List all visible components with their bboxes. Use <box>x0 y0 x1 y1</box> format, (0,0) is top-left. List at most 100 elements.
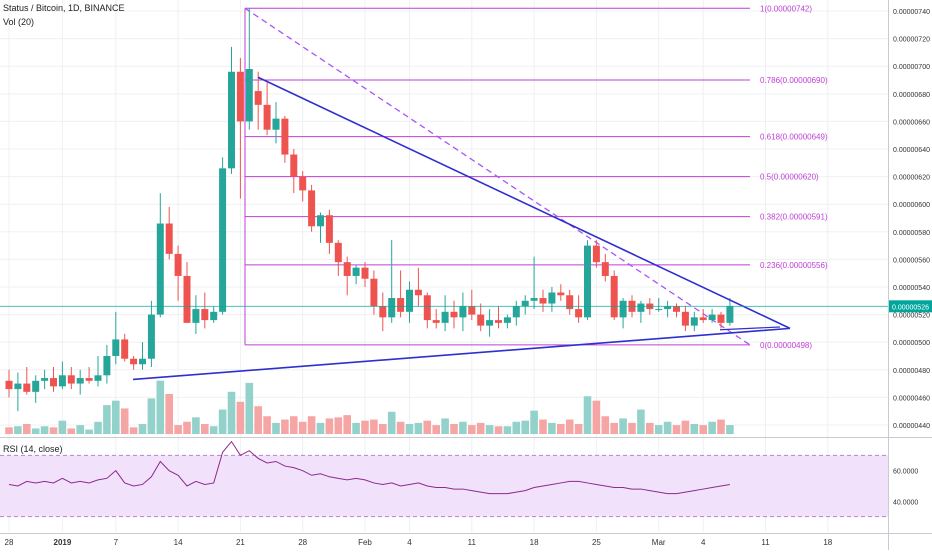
volume-bar <box>405 424 414 434</box>
volume-bar <box>5 427 13 434</box>
candle-body <box>370 278 378 307</box>
candle-body <box>272 118 280 130</box>
volume-bar <box>236 401 245 434</box>
candle-body <box>85 378 93 381</box>
volume-bar <box>637 409 645 434</box>
candle-body <box>441 311 449 323</box>
volume-bar <box>192 417 200 434</box>
last-price-label: 0.00000526 <box>892 304 929 311</box>
volume-bar <box>156 380 165 434</box>
fib-level-label: 0.618(0.00000649) <box>760 133 828 142</box>
rsi-tick-label: 60.0000 <box>893 469 918 476</box>
volume-bar <box>539 419 547 434</box>
volume-bar <box>94 421 102 434</box>
volume-bar <box>485 425 494 434</box>
time-tick-label: 11 <box>468 538 477 547</box>
fib-level-label: 0.236(0.00000556) <box>760 261 828 270</box>
volume-bar <box>423 420 432 434</box>
candle-body <box>32 380 40 392</box>
candle-body <box>690 317 698 326</box>
rsi-band <box>0 455 888 517</box>
candle-body <box>548 292 556 304</box>
candle-body <box>503 317 511 323</box>
volume-bar <box>290 416 298 434</box>
volume-bar <box>129 427 138 434</box>
candle-body <box>308 190 316 227</box>
ascending-trendline <box>132 327 791 381</box>
volume-bar <box>201 424 209 434</box>
candle-body <box>388 298 396 318</box>
volume-bar <box>494 426 503 434</box>
candle-body <box>512 306 520 318</box>
candle-body <box>236 71 244 122</box>
candle-body <box>584 245 591 318</box>
apex-line <box>719 326 781 331</box>
volume-bar <box>601 416 610 434</box>
candle-body <box>673 306 680 312</box>
volume-bar <box>476 422 485 434</box>
volume-series <box>5 380 734 434</box>
candle-body <box>557 292 565 296</box>
volume-bar <box>699 425 707 434</box>
volume-bar <box>592 400 601 434</box>
candle-body <box>468 306 476 315</box>
candle-body <box>486 320 494 326</box>
volume-bar <box>619 418 627 434</box>
volume-bar <box>49 427 58 434</box>
volume-bar <box>663 421 672 434</box>
volume-bar <box>414 422 423 434</box>
time-tick-label: 21 <box>236 538 245 547</box>
volume-bar <box>387 411 396 434</box>
volume-bar <box>31 428 40 434</box>
price-tick-label: 0.00000500 <box>893 340 930 347</box>
candle-body <box>423 295 431 321</box>
time-tick-label: 7 <box>114 538 119 547</box>
candle-body <box>361 267 369 279</box>
volume-bar <box>557 424 565 434</box>
price-tick-label: 0.00000480 <box>893 368 930 375</box>
price-tick-label: 0.00000620 <box>893 175 930 182</box>
volume-bar <box>343 415 351 434</box>
candle-body <box>103 355 111 376</box>
candle-body <box>352 267 360 276</box>
price-tick-label: 0.00000700 <box>893 64 930 71</box>
fib-level-label: 0(0.00000498) <box>760 341 812 350</box>
rsi-line <box>8 440 730 495</box>
candle-body <box>94 375 102 381</box>
volume-legend: Vol (20) <box>3 17 35 27</box>
candle-body <box>23 383 31 392</box>
time-tick-label: 2019 <box>54 538 72 547</box>
volume-bar <box>298 421 307 434</box>
price-tick-label: 0.00000680 <box>893 92 930 99</box>
candle-body <box>263 104 271 130</box>
volume-bar <box>245 382 254 434</box>
time-tick-label: 18 <box>823 538 832 547</box>
candle-body <box>281 118 289 155</box>
candle-body <box>14 383 22 390</box>
candle-body <box>254 91 262 105</box>
candle-body <box>575 309 583 318</box>
volume-bar <box>521 420 529 434</box>
volume-bar <box>307 416 316 434</box>
candlestick-series <box>5 8 734 412</box>
candle-body <box>459 306 467 318</box>
candle-body <box>41 378 49 381</box>
last-price-marker <box>889 300 932 313</box>
volume-bar <box>316 422 325 434</box>
candle-body <box>495 320 502 323</box>
price-tick-label: 0.00000600 <box>893 202 930 209</box>
volume-bar <box>325 418 334 434</box>
candle-body <box>201 309 209 321</box>
volume-bar <box>530 410 538 434</box>
price-tick-label: 0.00000540 <box>893 285 930 292</box>
volume-bar <box>76 425 84 434</box>
descending-trendline <box>257 76 791 330</box>
volume-bar <box>717 419 725 434</box>
price-tick-label: 0.00000740 <box>893 9 930 16</box>
volume-bar <box>468 425 476 434</box>
time-tick-label: Mar <box>652 538 666 547</box>
volume-bar <box>672 425 681 434</box>
volume-bar <box>281 419 289 434</box>
time-tick-label: 28 <box>5 538 14 547</box>
